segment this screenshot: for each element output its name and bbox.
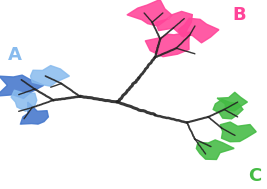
Polygon shape (21, 102, 48, 124)
Polygon shape (178, 18, 219, 43)
Text: B: B (232, 5, 246, 24)
Polygon shape (217, 92, 248, 111)
Polygon shape (146, 32, 190, 57)
Polygon shape (196, 140, 234, 160)
Polygon shape (0, 75, 44, 98)
Polygon shape (127, 0, 172, 26)
Polygon shape (155, 11, 192, 37)
Polygon shape (213, 99, 243, 119)
Polygon shape (30, 66, 69, 86)
Text: C: C (248, 167, 262, 185)
Polygon shape (220, 122, 256, 142)
Polygon shape (11, 90, 37, 111)
Text: A: A (8, 46, 22, 64)
